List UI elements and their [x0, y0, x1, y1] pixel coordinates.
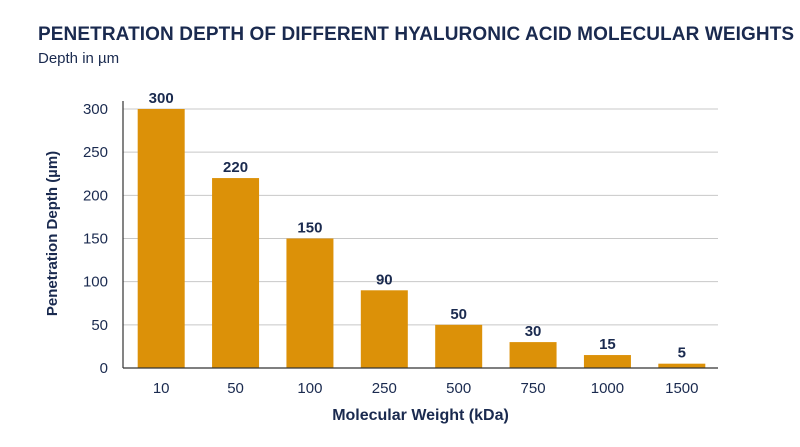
bar	[658, 363, 706, 368]
x-tick-label: 10	[153, 380, 170, 397]
data-label: 15	[599, 336, 616, 353]
x-tick-label: 1000	[591, 380, 624, 397]
y-tick-label: 150	[83, 231, 108, 248]
data-label: 220	[223, 159, 248, 176]
x-tick-label: 500	[446, 380, 471, 397]
y-tick-label: 50	[91, 317, 108, 334]
x-tick-label: 250	[372, 380, 397, 397]
x-tick-label: 750	[521, 380, 546, 397]
y-axis-title: Penetration Depth (µm)	[44, 151, 61, 316]
data-label: 150	[297, 220, 322, 237]
data-label: 30	[525, 323, 542, 340]
bar	[509, 342, 557, 368]
bar	[435, 324, 483, 368]
bar	[286, 238, 334, 368]
y-tick-label: 200	[83, 187, 108, 204]
data-label: 5	[678, 345, 686, 362]
x-tick-label: 100	[297, 380, 322, 397]
x-axis-title: Molecular Weight (kDa)	[332, 407, 509, 424]
data-label: 90	[376, 271, 393, 288]
y-tick-label: 250	[83, 144, 108, 161]
y-tick-label: 0	[100, 360, 108, 377]
bar	[360, 290, 408, 368]
bar	[583, 355, 631, 368]
data-label: 300	[149, 90, 174, 107]
tick-labels: 0 50 100 150 200 250 300 10 50 100 250 500 750 1000 15…	[83, 101, 699, 397]
bar	[212, 178, 260, 368]
x-tick-label: 50	[227, 380, 244, 397]
chart-title: PENETRATION DEPTH OF DIFFERENT HYALURONI…	[38, 24, 795, 45]
bars	[137, 109, 706, 368]
data-label: 50	[450, 306, 467, 323]
y-tick-label: 300	[83, 101, 108, 118]
chart-subtitle: Depth in µm	[38, 50, 120, 67]
bar	[137, 109, 185, 368]
data-labels: 300 220 150 90 50 30 15 5	[149, 90, 686, 362]
y-tick-label: 100	[83, 274, 108, 291]
x-tick-label: 1500	[665, 380, 698, 397]
